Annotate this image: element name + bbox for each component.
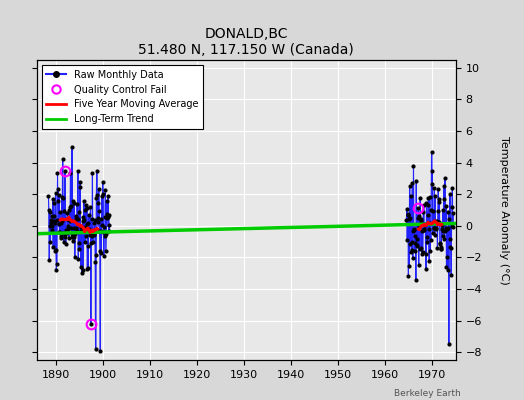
Title: DONALD,BC
51.480 N, 117.150 W (Canada): DONALD,BC 51.480 N, 117.150 W (Canada) <box>138 27 354 58</box>
Legend: Raw Monthly Data, Quality Control Fail, Five Year Moving Average, Long-Term Tren: Raw Monthly Data, Quality Control Fail, … <box>41 65 203 129</box>
Text: Berkeley Earth: Berkeley Earth <box>395 389 461 398</box>
Y-axis label: Temperature Anomaly (°C): Temperature Anomaly (°C) <box>499 136 509 284</box>
